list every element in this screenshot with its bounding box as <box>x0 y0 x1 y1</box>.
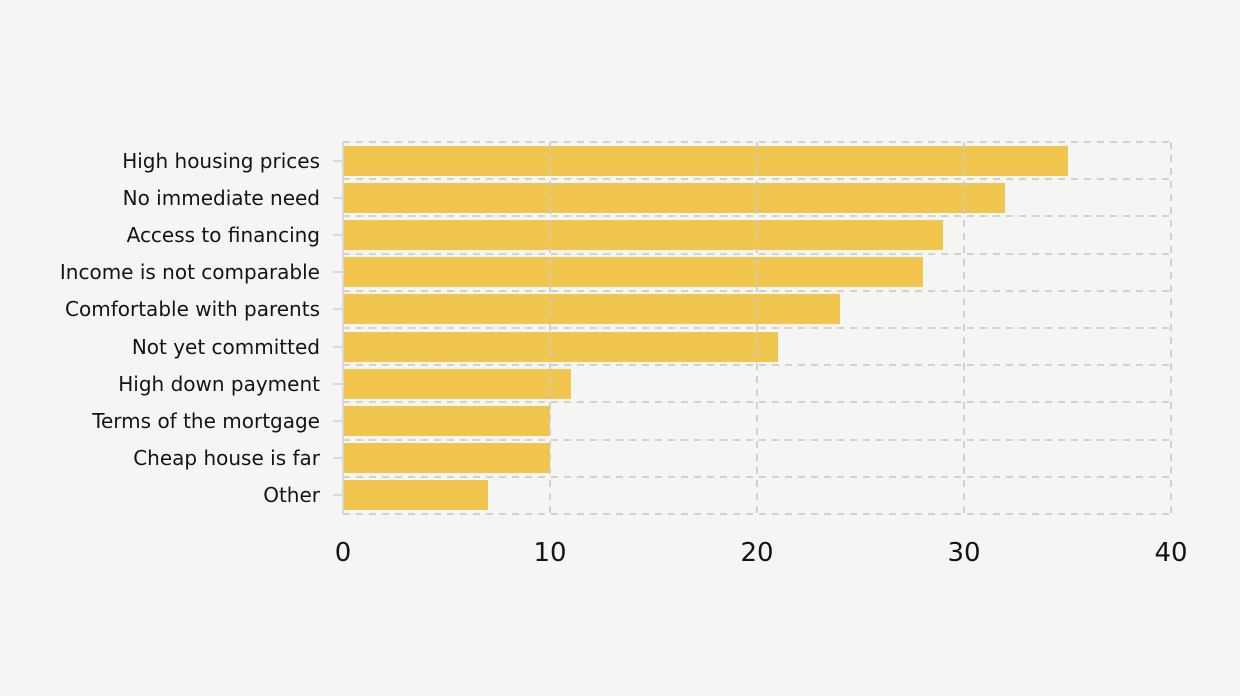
category-label: Cheap house is far <box>133 446 320 471</box>
y-tick-mark <box>333 271 343 274</box>
category-label: Access to financing <box>126 223 320 247</box>
category-label: High housing prices <box>122 148 320 173</box>
x-tick-label: 20 <box>740 538 774 568</box>
category-label: High down payment <box>118 371 320 396</box>
y-tick-mark <box>333 457 343 460</box>
gridline-vertical <box>963 142 965 514</box>
category-label: Not yet committed <box>131 334 320 359</box>
category-label: Terms of the mortgage <box>92 409 320 433</box>
bar-not-yet-committed <box>343 331 778 362</box>
y-tick-mark <box>333 308 343 311</box>
category-label: Other <box>263 483 320 508</box>
category-label: No immediate need <box>122 185 320 210</box>
y-axis-category-labels: High housing prices No immediate need Acce… <box>0 142 330 514</box>
bar-access-to-financing <box>343 220 944 250</box>
bar-comfortable-with-parents <box>343 294 840 325</box>
y-tick-mark <box>333 420 343 422</box>
category-label: Income is not comparable <box>59 260 320 285</box>
plot-area <box>333 141 1172 515</box>
bar-cheap-house-is-far <box>343 443 550 474</box>
bar-terms-of-the-mortgage <box>343 406 550 436</box>
y-axis-spine <box>342 142 344 514</box>
y-tick-mark <box>333 159 343 162</box>
bar-other <box>343 480 488 511</box>
bar-income-is-not-comparable <box>343 257 923 288</box>
bar-high-housing-prices <box>343 145 1068 176</box>
gridline-vertical <box>756 142 758 514</box>
gridline-vertical <box>1170 142 1172 514</box>
x-tick-label: 30 <box>947 538 981 568</box>
y-tick-mark <box>333 234 343 236</box>
y-tick-mark <box>333 196 343 199</box>
x-tick-label: 10 <box>533 538 567 568</box>
gridline-horizontal <box>343 513 1171 515</box>
y-tick-mark <box>333 382 343 385</box>
category-label: Comfortable with parents <box>65 297 320 322</box>
x-axis-tick-labels: 0 10 20 30 40 <box>335 514 1188 574</box>
y-tick-mark <box>333 494 343 497</box>
x-tick-label: 40 <box>1154 538 1188 568</box>
y-tick-mark <box>333 345 343 348</box>
gridline-vertical <box>549 142 551 514</box>
bar-no-immediate-need <box>343 182 1006 213</box>
x-tick-label: 0 <box>334 538 352 568</box>
bar-high-down-payment <box>343 368 571 399</box>
